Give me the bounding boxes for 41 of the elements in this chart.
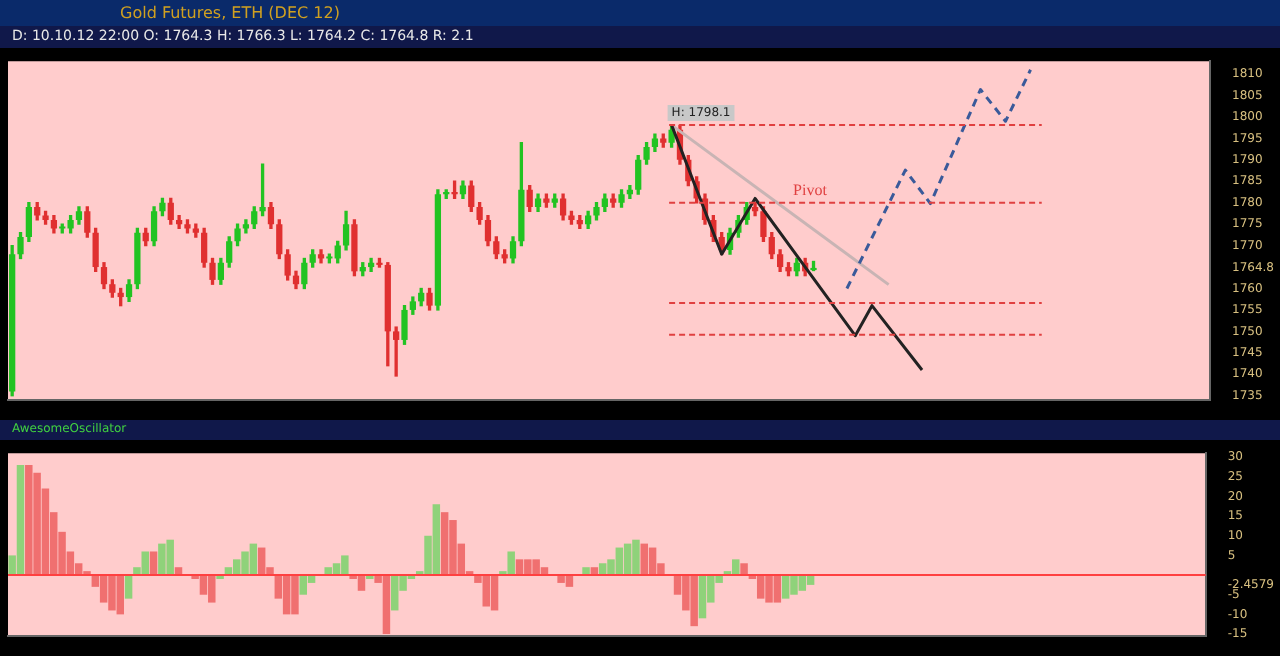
line-series [845,68,1033,290]
bar [124,575,133,599]
bar [141,551,149,576]
bar [208,575,216,603]
bar [291,575,299,615]
bar [158,543,166,576]
bar [432,504,441,576]
bar [524,559,532,576]
bar [199,575,208,595]
bar [99,575,108,603]
bar [108,575,116,611]
bar [382,575,391,635]
bar [299,575,308,595]
bar [690,575,698,627]
bar [732,559,740,576]
bar [532,559,540,576]
bar [341,555,349,576]
bar [449,520,457,576]
chart-title: Gold Futures, ETH (DEC 12) [120,4,340,22]
bar [16,464,25,576]
bar [781,575,790,599]
bar [756,575,765,599]
bar [507,551,515,576]
bar [765,575,773,603]
bar [25,464,33,576]
bar [698,575,707,619]
bar [149,551,158,576]
bar [632,539,640,576]
bar [166,539,174,576]
bar [482,575,490,607]
bar [490,575,499,611]
bar [790,575,798,595]
bar [282,575,291,615]
bar [33,472,41,576]
bar [391,575,399,611]
bar [773,575,782,603]
bar [740,563,748,576]
bar [241,551,249,576]
bar [440,512,449,576]
ref-line-label: Pivot [793,180,829,199]
bar [116,575,125,615]
